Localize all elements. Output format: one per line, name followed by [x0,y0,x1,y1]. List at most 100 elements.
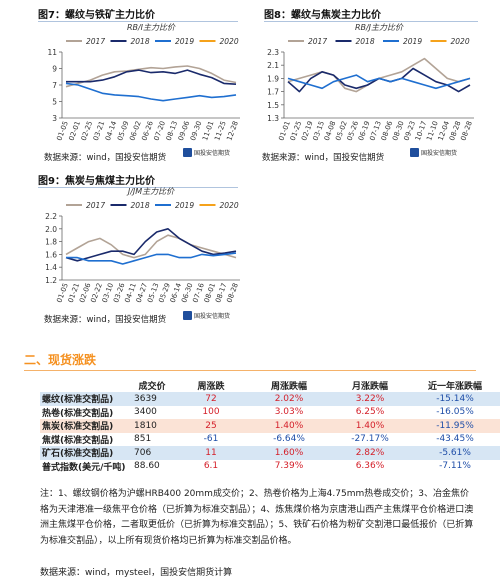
table-cell-weekly: 72 [174,392,248,406]
x-tick-label: 12-28 [225,120,239,142]
series-line-2017 [65,65,237,88]
legend-label: 2020 [220,37,239,46]
table-cell-name: 普式指数(美元/千吨) [42,462,126,473]
series-line-2019 [287,74,471,90]
y-tick-label: 1.8 [45,238,57,247]
table-cell-weekly: 100 [202,407,220,418]
table-cell-yearly-pct: -7.11% [439,461,471,472]
table-cell-weekly-pct: 2.02% [248,392,330,406]
logo-text: 国投安信期货 [194,150,231,157]
series-line-2017 [65,234,237,259]
table-cell-yearly-pct: -15.14% [410,392,500,406]
legend-label: 2018 [131,201,150,210]
y-tick-label: 2.2 [45,212,57,221]
table-cell-name: 焦炭(标准交割品) [40,419,130,433]
table-cell-price: 851 [134,434,152,445]
spot-price-table: 成交价 周涨跌 周涨跌幅 月涨跌幅 近一年涨跌幅 螺纹(标准交割品) 3639 72… [40,378,500,473]
figure-8-logo: 国投安信期货 [410,148,457,157]
table-header [40,378,130,392]
y-tick-label: 1.5 [267,101,279,110]
figure-7-logo: 国投安信期货 [183,148,230,157]
table-header: 周涨跌幅 [270,381,307,392]
table-cell-weekly: 6.1 [203,461,219,472]
j-jm-ratio-chart: J/JM主力比价 2017 2018 2019 2020 1.2 1.4 1.6 1.8 2.0 2… [45,187,240,304]
table-cell-monthly-pct: 6.36% [355,461,385,472]
y-tick-label: 3 [52,114,57,123]
table-cell-name: 热卷(标准交割品) [42,408,114,419]
table-cell-monthly-pct: -27.17% [351,434,389,445]
brand-logo-icon [410,148,419,157]
rb-j-ratio-chart: RB/J主力比价 2017 2018 2019 2020 1.3 1.5 1.7 1.9 2.1 2… [267,23,474,142]
table-row: 螺纹(标准交割品) 3639 72 2.02% 3.22% -15.14% [40,392,500,406]
figure-9-title: 图9：焦炭与焦煤主力比价 [38,172,238,188]
table-cell-monthly-pct: 1.40% [330,419,410,433]
table-cell-weekly-pct: -6.64% [273,434,305,445]
table-row: 焦炭(标准交割品) 1810 25 1.40% 1.40% -11.95% [40,419,500,433]
y-tick-label: 11 [47,48,57,57]
y-tick-label: 7 [52,81,57,90]
table-row: 普式指数(美元/千吨) 88.60 6.1 7.39% 6.36% -7.11% [40,460,500,474]
table-cell-monthly-pct: 2.82% [330,446,410,460]
y-tick-label: 1.7 [267,88,279,97]
y-tick-label: 2.3 [267,48,279,57]
table-header: 周涨跌 [197,381,225,392]
table-header: 近一年涨跌幅 [427,381,482,392]
table-cell-weekly-pct: 1.40% [248,419,330,433]
table-cell-weekly-pct: 1.60% [248,446,330,460]
table-cell-monthly-pct: 3.22% [330,392,410,406]
series-line-2019 [66,252,237,265]
table-cell-monthly-pct: 6.25% [355,407,385,418]
legend-label: 2017 [86,201,105,210]
table-cell-price: 1810 [130,419,174,433]
table-header: 成交价 [138,381,166,392]
figure-8-source: 数据来源：wind，国投安信期货 [262,153,385,163]
logo-text: 国投安信期货 [194,313,231,320]
legend-label: 2017 [308,37,327,46]
table-cell-yearly-pct: -43.45% [436,434,474,445]
table-cell-yearly-pct: -16.05% [436,407,474,418]
legend-label: 2019 [175,37,194,46]
legend-label: 2018 [356,37,375,46]
y-tick-label: 2.0 [45,225,57,234]
table-cell-price: 3639 [130,392,174,406]
table-header: 月涨跌幅 [351,381,388,392]
brand-logo-icon [183,311,192,320]
figure-9-logo: 国投安信期货 [183,311,230,320]
legend-label: 2020 [220,201,239,210]
logo-text: 国投安信期货 [421,150,458,157]
legend-label: 2019 [175,201,194,210]
table-row: 热卷(标准交割品) 3400 100 3.03% 6.25% -16.05% [40,406,500,420]
figure-9-source: 数据来源：wind，国投安信期货 [44,315,167,325]
figure-8-title: 图8：螺纹与焦炭主力比价 [264,6,478,22]
y-tick-label: 1.6 [45,250,57,259]
table-cell-name: 螺纹(标准交割品) [40,392,130,406]
figure-7-source: 数据来源：wind，国投安信期货 [44,153,167,163]
legend-label: 2018 [131,37,150,46]
series-line-2018 [65,228,237,262]
table-cell-yearly-pct: -11.95% [410,419,500,433]
y-tick-label: 2.1 [267,61,279,70]
y-tick-label: 1.4 [45,263,57,272]
brand-logo-icon [183,148,192,157]
table-cell-price: 88.60 [134,461,160,472]
legend-label: 2019 [403,37,422,46]
table-cell-price: 3400 [134,407,157,418]
section-title: 二、现货涨跌 [24,353,97,367]
table-footnote: 注：1、螺纹钢价格为沪螺HRB400 20mm成交价；2、热卷价格为上海4.75… [40,489,474,546]
chart-subtitle: RB/I主力比价 [127,23,176,32]
table-cell-weekly: 25 [174,419,248,433]
y-tick-label: 1.9 [267,74,279,83]
y-tick-label: 9 [52,65,57,74]
legend-label: 2017 [86,37,105,46]
y-tick-label: 1.2 [45,276,57,285]
legend-label: 2020 [451,37,470,46]
table-row: 矿石(标准交割品) 706 11 1.60% 2.82% -5.61% [40,446,500,460]
table-source: 数据来源：wind，mysteel，国投安信期货计算 [40,568,233,578]
table-cell-name: 焦煤(标准交割品) [42,435,114,446]
y-tick-label: 5 [52,98,57,107]
table-row: 焦煤(标准交割品) 851 -61 -6.64% -27.17% -43.45% [40,433,500,447]
figure-7-title: 图7：螺纹与铁矿主力比价 [38,6,238,22]
series-line-2018 [287,67,471,93]
table-cell-price: 706 [130,446,174,460]
